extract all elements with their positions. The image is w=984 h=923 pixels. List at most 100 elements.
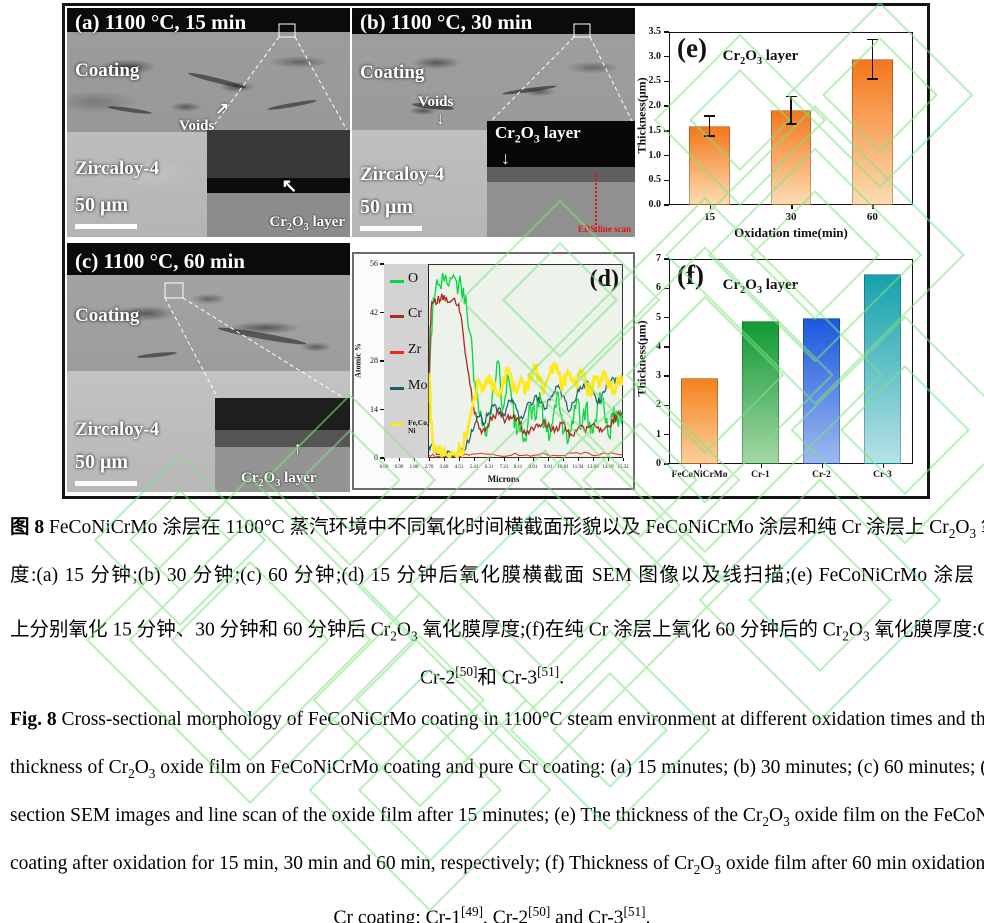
inset-a: ↖ Cr2O3 layer (207, 130, 350, 237)
x-tick-label: 9.91 (543, 463, 553, 470)
x-tick (821, 464, 823, 468)
caption-line-9: Cr coating: Cr-1[49], Cr-2[50] and Cr-3[… (333, 904, 651, 923)
y-tick (664, 31, 669, 33)
x-tick-label: Cr-2 (812, 470, 831, 480)
y-tick (664, 80, 669, 83)
voids-label: Voids (179, 118, 215, 134)
y-axis-label: Atomic % (353, 343, 363, 378)
y-tick (664, 287, 669, 290)
x-tick-label: Cr-3 (873, 470, 892, 480)
voids-arrow-icon: ↗ (215, 99, 230, 118)
x-tick (488, 458, 490, 461)
bar-Cr-1 (741, 320, 780, 464)
x-tick (872, 205, 874, 209)
chart-title: Cr2O3 layer (722, 277, 799, 297)
scale-label: 50 μm (75, 194, 128, 216)
x-tick-label: 0.00 (379, 463, 389, 470)
eds-line-scan-label: EDS line scan (577, 224, 631, 234)
x-tick (428, 458, 430, 461)
x-tick-label: 1.80 (409, 463, 419, 470)
x-tick (623, 458, 624, 461)
y-tick-label: 3.0 (648, 50, 662, 62)
x-tick-label: 15.32 (617, 463, 629, 470)
panel-b-title: (b) 1100 °C, 30 min (360, 10, 533, 34)
sem-panel-b: (b) 1100 °C, 30 min Coating Voids ↓ Zirc… (352, 8, 635, 237)
bar-FeCoNiCrMo (680, 377, 719, 464)
coating-region (67, 32, 350, 132)
x-tick (503, 458, 505, 461)
x-tick-label: 0.90 (394, 463, 404, 470)
legend-label-Zr: Zr (408, 342, 422, 358)
legend-label-Fe-Co-Ni: Fe,Co, Ni (408, 418, 429, 435)
error-cap-top (704, 115, 716, 117)
caption-line-1: 图 8 FeCoNiCrMo 涂层在 1100°C 蒸汽环境中不同氧化时间横截面… (10, 517, 984, 541)
scale-bar (75, 481, 137, 486)
error-bar (790, 96, 792, 124)
y-tick-label: 1 (656, 428, 661, 440)
coating-label: Coating (75, 305, 140, 326)
x-tick-label: 10.81 (557, 463, 569, 470)
inset-c: ↑ Cr2O3 layer (215, 398, 350, 492)
scale-bar (360, 226, 422, 231)
inset-c-label: Cr2O3 layer (241, 470, 317, 489)
bar-60 (852, 59, 893, 205)
voids-label: Voids (418, 94, 454, 110)
error-bar (871, 39, 874, 79)
x-tick-label: 14.19 (602, 463, 614, 470)
y-tick-label: 28 (370, 356, 378, 365)
x-tick-label: 60 (866, 211, 878, 223)
x-tick-label: 7.21 (499, 463, 508, 470)
inset-b-arrow-icon: ↓ (501, 147, 510, 168)
x-tick-label: 30 (785, 211, 797, 223)
x-tick (578, 458, 580, 461)
legend-label-Mo: Mo (408, 378, 428, 394)
sem-panel-c: (c) 1100 °C, 60 min Coating Zircaloy-4 5… (67, 243, 350, 492)
legend-swatch-Mo (390, 387, 404, 391)
x-tick (533, 458, 535, 461)
panel-a-title: (a) 1100 °C, 15 min (75, 10, 247, 34)
x-tick-label: 13.06 (587, 463, 599, 470)
x-tick-label: 15 (704, 211, 716, 223)
coating-label: Coating (75, 60, 140, 81)
x-tick (458, 458, 460, 461)
y-tick (380, 311, 384, 314)
inset-a-arrow-icon: ↖ (281, 176, 298, 198)
panel-letter: (e) (677, 33, 707, 63)
y-tick-label: 42 (370, 307, 378, 317)
inset-c-arrow-icon: ↑ (293, 438, 303, 459)
substrate-label: Zircaloy-4 (360, 164, 445, 185)
scale-bar (75, 224, 137, 229)
caption-line-6: thickness of Cr2O3 oxide film on FeCoNiC… (10, 757, 984, 781)
x-tick (709, 205, 712, 209)
x-tick (384, 458, 385, 461)
chart-e-thickness-vs-time: 0.0 0.5 1.0 1.5 2.0 2.5 3.0 3.5 15 30 60 Thickness(… (635, 6, 925, 249)
y-tick-label: 14 (370, 404, 378, 414)
substrate-label: Zircaloy-4 (75, 419, 160, 440)
y-tick (664, 375, 669, 377)
caption-line-7: section SEM images and line scan of the … (10, 805, 984, 829)
inset-b-label: Cr2O3 layer (495, 123, 581, 146)
figure-8: (a) 1100 °C, 15 min Coating ↗ Voids Zirc… (62, 3, 930, 499)
y-tick-label: 0 (656, 458, 661, 469)
x-tick (413, 458, 415, 461)
y-tick-label: 2 (656, 399, 661, 411)
coating-label: Coating (360, 62, 425, 83)
y-tick (380, 360, 384, 362)
caption-line-5: Fig. 8 Cross-sectional morphology of FeC… (10, 709, 984, 730)
y-tick-label: 7 (656, 253, 661, 264)
x-axis-label: Oxidation time(min) (734, 225, 848, 240)
y-tick (380, 408, 384, 411)
legend-swatch-Cr (390, 315, 404, 319)
scale-label: 50 μm (75, 451, 128, 473)
error-bar (708, 116, 711, 136)
chart-title: Cr2O3 layer (722, 47, 799, 67)
voids-arrow-icon: ↓ (436, 109, 445, 128)
x-tick-label: 11.94 (572, 463, 584, 470)
y-tick-label: 0 (374, 453, 378, 462)
x-tick (398, 458, 400, 461)
error-cap-bottom (866, 78, 878, 80)
y-tick-label: 0.5 (648, 174, 662, 186)
scale-label: 50 μm (360, 196, 413, 218)
x-tick (443, 458, 445, 461)
error-cap-bottom (785, 123, 797, 125)
